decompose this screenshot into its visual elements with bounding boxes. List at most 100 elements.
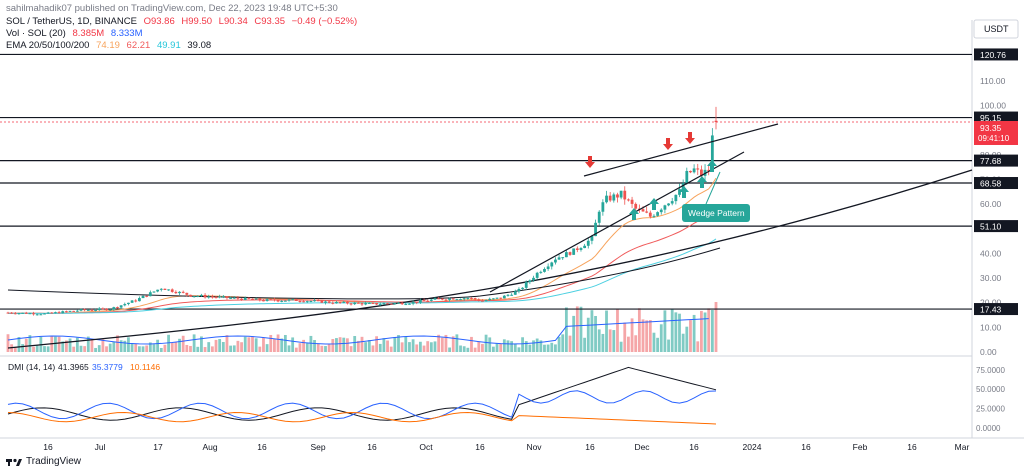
volume-bar xyxy=(243,336,247,352)
candle-body xyxy=(397,302,400,304)
symbol-legend[interactable]: SOL / TetherUS, 1D, BINANCE O93.86 H99.5… xyxy=(6,16,361,27)
candle-body xyxy=(597,211,601,223)
candle-body xyxy=(302,301,306,303)
ohlc-low: L90.34 xyxy=(218,16,248,27)
candle-body xyxy=(54,312,57,314)
published-by: sahilmahadik07 published on TradingView.… xyxy=(6,3,342,14)
candle-body xyxy=(68,310,72,312)
volume-bar xyxy=(499,343,503,352)
volume-bar xyxy=(119,340,123,352)
candle-body xyxy=(470,297,473,299)
candle-body xyxy=(141,295,145,299)
volume-bar xyxy=(189,345,192,352)
ohlc-close: C93.35 xyxy=(254,16,286,27)
dmi-tick-label: 75.0000 xyxy=(976,366,1005,375)
volume-bar xyxy=(167,334,170,352)
volume-bar xyxy=(466,347,470,352)
volume-bar xyxy=(331,339,335,352)
volume-bar xyxy=(291,337,295,352)
candle-body xyxy=(652,215,656,217)
volume-bar xyxy=(692,314,696,352)
level-tag-label: 17.43 xyxy=(980,305,1002,315)
volume-bar xyxy=(670,308,674,352)
price-tick-label: 110.00 xyxy=(980,76,1006,86)
level-tag-label: 95.15 xyxy=(980,113,1002,123)
candle-body xyxy=(378,304,382,306)
volume-bar xyxy=(35,345,39,352)
candle-body xyxy=(477,299,481,301)
volume-bar xyxy=(568,335,572,352)
candle-body xyxy=(491,298,495,300)
volume-bar xyxy=(141,346,145,352)
candle-body xyxy=(287,299,291,301)
ema50-line xyxy=(7,208,717,314)
price-tick-label: 60.00 xyxy=(980,199,1002,209)
candle-body xyxy=(710,135,714,171)
volume-bar xyxy=(61,341,65,352)
candle-body xyxy=(510,294,514,296)
volume-bar xyxy=(101,339,105,352)
volume-bar xyxy=(232,345,236,352)
volume-bar xyxy=(546,344,550,352)
candle-body xyxy=(258,298,262,301)
candle-body xyxy=(13,313,17,315)
volume-bar xyxy=(349,346,353,352)
volume-bar xyxy=(251,336,254,352)
up-arrow-icon xyxy=(707,160,717,172)
candle-body xyxy=(83,309,87,311)
ema-legend[interactable]: EMA 20/50/100/200 74.19 62.21 49.91 39.0… xyxy=(6,40,215,51)
candle-body xyxy=(495,297,499,299)
candle-body xyxy=(408,303,411,305)
time-tick-label: 16 xyxy=(257,442,267,452)
candle-body xyxy=(240,298,243,300)
candle-body xyxy=(262,300,265,302)
candle-body xyxy=(163,288,167,291)
candle-body xyxy=(39,314,43,316)
volume-bar xyxy=(148,342,152,352)
volume-bar xyxy=(415,344,419,352)
candle-body xyxy=(411,301,415,304)
volume-bar xyxy=(667,339,670,352)
ohlc-change: −0.49 (−0.52%) xyxy=(291,16,358,27)
candle-body xyxy=(561,257,565,259)
candle-body xyxy=(75,310,79,312)
tradingview-footer[interactable]: TradingView xyxy=(6,456,81,467)
volume-legend[interactable]: Vol · SOL (20) 8.385M 8.333M xyxy=(6,28,147,39)
volume-bar xyxy=(491,346,495,352)
volume-bar xyxy=(262,337,265,352)
candle-body xyxy=(346,301,349,304)
volume-bar xyxy=(112,341,116,352)
candle-body xyxy=(32,313,35,315)
volume-bar xyxy=(174,342,178,352)
time-tick-label: 16 xyxy=(367,442,377,452)
volume-bar xyxy=(714,302,718,352)
candle-body xyxy=(298,300,302,302)
price-tick-label: 0.00 xyxy=(980,347,997,357)
time-tick-label: 17 xyxy=(153,442,163,452)
wedge-upper-line xyxy=(583,123,779,177)
candle-body xyxy=(21,312,24,314)
candle-body xyxy=(641,209,645,212)
volume-bar xyxy=(280,338,284,352)
volume-bar xyxy=(13,347,17,352)
volume-bar xyxy=(601,333,605,352)
volume-bar xyxy=(108,343,112,352)
volume-bar xyxy=(200,336,203,352)
currency-box xyxy=(973,19,1019,39)
candle-body xyxy=(221,296,225,298)
symbol-title[interactable]: SOL / TetherUS, 1D, BINANCE xyxy=(6,16,137,27)
volume-bar xyxy=(535,338,539,352)
candle-body xyxy=(386,303,389,305)
candle-body xyxy=(251,298,254,300)
candle-body xyxy=(605,195,608,203)
tradingview-logo-icon xyxy=(6,458,22,466)
candle-body xyxy=(364,303,368,305)
level-tag xyxy=(974,154,1018,167)
candle-body xyxy=(481,300,484,302)
volume-bar xyxy=(320,345,324,352)
volume-bar xyxy=(86,336,90,352)
candle-body xyxy=(594,222,597,237)
candle-body xyxy=(356,302,360,304)
candle-body xyxy=(619,190,623,198)
